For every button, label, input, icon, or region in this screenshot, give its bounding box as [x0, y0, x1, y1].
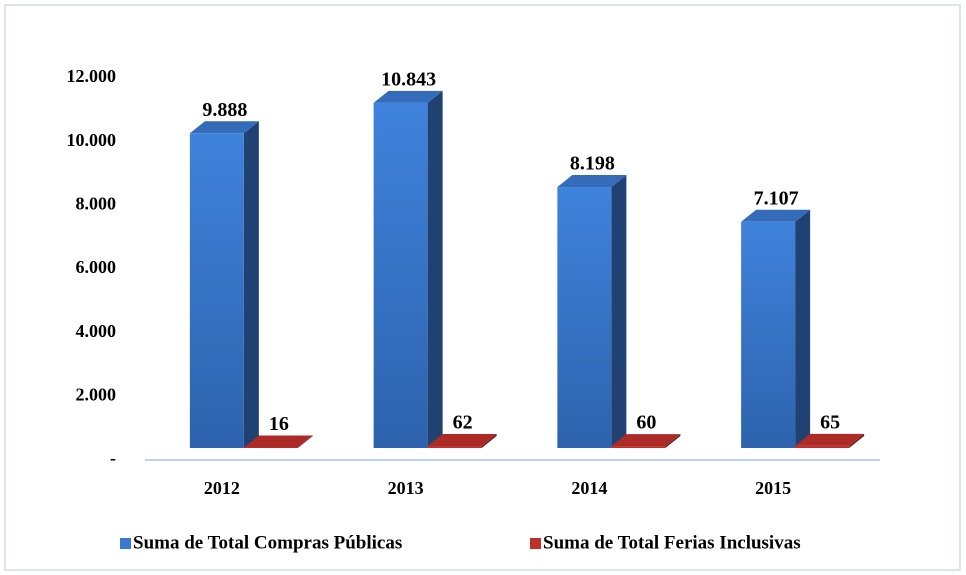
bar-side — [795, 209, 811, 448]
bar-side — [665, 434, 681, 448]
data-label: 7.107 — [754, 187, 799, 209]
bar-side — [427, 90, 443, 448]
legend-label: Suma de Total Compras Públicas — [133, 532, 402, 553]
data-label: 62 — [453, 412, 473, 434]
bar-side — [243, 121, 259, 449]
bar-top — [373, 90, 443, 103]
y-tick-label: - — [110, 448, 116, 468]
x-tick-label: 2013 — [388, 478, 424, 498]
chart-border — [4, 4, 961, 571]
data-label: 16 — [269, 413, 289, 435]
bar — [741, 221, 796, 448]
bar — [557, 187, 612, 448]
y-tick-label: 8.000 — [76, 193, 117, 213]
x-tick-label: 2015 — [755, 478, 791, 498]
data-label: 9.888 — [202, 99, 247, 121]
y-tick-label: 4.000 — [76, 321, 117, 341]
bar-side — [611, 175, 627, 448]
bar — [795, 445, 850, 448]
bar-top — [557, 175, 627, 188]
bar-top — [795, 433, 865, 446]
bar — [427, 446, 482, 448]
bar — [243, 447, 298, 448]
bar — [373, 102, 428, 448]
bar-side — [297, 435, 313, 448]
data-label: 60 — [636, 412, 656, 434]
bar-side — [849, 433, 865, 448]
y-tick-label: 2.000 — [76, 384, 117, 404]
bar-top — [189, 121, 259, 134]
x-tick-label: 2012 — [204, 478, 240, 498]
bar — [189, 133, 244, 448]
bar — [611, 446, 666, 448]
data-label: 10.843 — [381, 68, 436, 90]
bar-top — [611, 434, 681, 447]
bar-top — [427, 434, 497, 447]
data-label: 65 — [820, 412, 840, 434]
legend-swatch — [530, 538, 541, 549]
bar-top — [741, 209, 811, 222]
bar-side — [481, 434, 497, 448]
legend-label: Suma de Total Ferias Inclusivas — [543, 532, 801, 553]
x-tick-label: 2014 — [571, 478, 607, 498]
y-tick-label: 12.000 — [67, 66, 117, 86]
y-tick-label: 6.000 — [76, 257, 117, 277]
bar-top — [243, 435, 313, 448]
y-tick-label: 10.000 — [67, 130, 117, 150]
data-label: 8.198 — [570, 153, 615, 175]
legend-swatch — [120, 538, 131, 549]
